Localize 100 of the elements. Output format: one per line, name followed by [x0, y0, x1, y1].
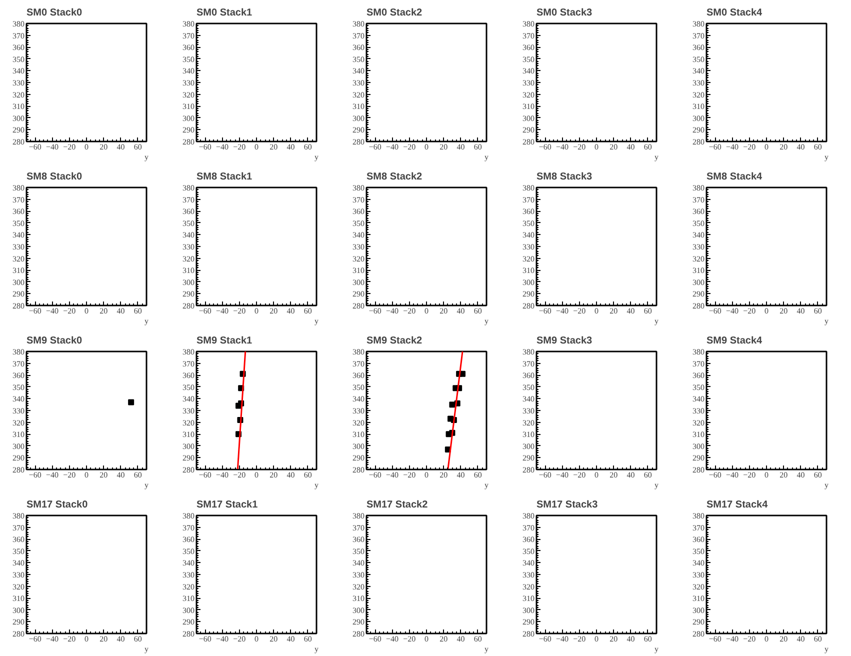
- y-tick-label: 370: [182, 195, 194, 204]
- x-tick-label: 20: [780, 634, 788, 644]
- y-tick-label: 350: [692, 546, 704, 556]
- y-tick-label: 360: [352, 207, 364, 216]
- y-tick-label: 350: [182, 54, 194, 64]
- x-tick-label: 40: [456, 634, 465, 644]
- y-tick-label: 320: [522, 90, 534, 100]
- y-tick-label: 280: [352, 630, 364, 638]
- y-tick-label: 370: [522, 31, 534, 40]
- x-tick-label: 20: [610, 306, 618, 316]
- y-tick-label: 300: [352, 606, 364, 615]
- chart-title: SM8 Stack0: [26, 172, 83, 182]
- y-tick-label: 350: [522, 218, 534, 228]
- y-tick-label: 360: [692, 207, 704, 216]
- y-tick-label: 340: [522, 66, 534, 76]
- x-axis-title: y: [824, 316, 828, 326]
- x-axis-title: y: [484, 152, 488, 162]
- x-tick-label: 20: [100, 142, 108, 152]
- x-tick-label: −20: [403, 634, 416, 644]
- y-tick-label: 300: [352, 442, 364, 451]
- y-tick-label: 320: [522, 418, 534, 428]
- y-tick-label: 380: [692, 20, 704, 28]
- y-tick-label: 290: [182, 126, 194, 135]
- x-tick-label: 20: [610, 634, 618, 644]
- chart-title: SM0 Stack2: [366, 8, 423, 18]
- y-tick-label: 330: [352, 242, 364, 252]
- x-axis-title: y: [654, 644, 658, 654]
- y-tick-label: 330: [522, 570, 534, 580]
- y-tick-label: 350: [352, 218, 364, 228]
- y-tick-label: 330: [182, 242, 194, 252]
- x-tick-label: −20: [403, 142, 416, 152]
- x-tick-label: 40: [626, 142, 635, 152]
- x-tick-label: 20: [270, 634, 278, 644]
- x-tick-label: 60: [134, 306, 142, 316]
- chart-title: SM17 Stack2: [366, 500, 428, 510]
- x-tick-label: 40: [796, 470, 805, 480]
- y-tick-label: 320: [352, 582, 364, 592]
- x-tick-label: 0: [424, 470, 428, 480]
- y-tick-label: 290: [352, 454, 364, 463]
- y-tick-label: 320: [12, 90, 24, 100]
- y-tick-label: 280: [692, 630, 704, 638]
- y-tick-label: 330: [352, 78, 364, 88]
- x-tick-label: 60: [644, 470, 652, 480]
- x-tick-label: −20: [403, 306, 416, 316]
- x-tick-label: −60: [28, 306, 42, 316]
- x-tick-label: 0: [84, 470, 88, 480]
- x-tick-label: −60: [198, 470, 212, 480]
- x-tick-label: 40: [796, 634, 805, 644]
- y-tick-label: 360: [692, 43, 704, 52]
- x-tick-label: 20: [270, 470, 278, 480]
- y-tick-label: 380: [12, 20, 24, 28]
- chart-title: SM17 Stack0: [26, 500, 88, 510]
- y-tick-label: 370: [692, 31, 704, 40]
- y-tick-label: 340: [692, 230, 704, 240]
- x-tick-label: 20: [100, 306, 108, 316]
- x-tick-label: −40: [216, 470, 228, 480]
- y-tick-label: 290: [692, 290, 704, 299]
- y-tick-label: 340: [352, 558, 364, 568]
- y-tick-label: 290: [522, 454, 534, 463]
- x-axis-title: y: [314, 316, 318, 326]
- x-tick-label: −40: [216, 634, 228, 644]
- y-tick-label: 310: [522, 594, 534, 604]
- y-tick-label: 380: [522, 348, 534, 356]
- x-tick-label: −60: [198, 634, 212, 644]
- chart-title: SM8 Stack2: [366, 172, 423, 182]
- x-tick-label: −20: [63, 470, 76, 480]
- x-tick-label: −60: [28, 634, 42, 644]
- y-tick-label: 360: [182, 43, 194, 52]
- y-tick-label: 300: [522, 606, 534, 615]
- y-tick-label: 290: [522, 126, 534, 135]
- x-tick-label: 20: [440, 306, 448, 316]
- y-tick-label: 310: [12, 594, 24, 604]
- y-tick-label: 370: [12, 195, 24, 204]
- x-tick-label: 60: [814, 142, 822, 152]
- y-tick-label: 340: [692, 66, 704, 76]
- x-tick-label: −60: [28, 142, 42, 152]
- x-tick-label: −20: [233, 306, 246, 316]
- y-tick-label: 330: [352, 406, 364, 416]
- y-tick-label: 340: [522, 394, 534, 404]
- x-tick-label: −20: [743, 634, 756, 644]
- y-tick-label: 350: [522, 546, 534, 556]
- y-tick-label: 370: [522, 523, 534, 532]
- x-tick-label: −20: [403, 470, 416, 480]
- y-tick-label: 300: [692, 606, 704, 615]
- y-tick-label: 280: [182, 466, 194, 474]
- y-tick-label: 340: [352, 66, 364, 76]
- y-tick-label: 380: [352, 20, 364, 28]
- x-axis-title: y: [144, 480, 148, 490]
- y-tick-label: 330: [692, 406, 704, 416]
- chart-title: SM0 Stack3: [536, 8, 593, 18]
- y-tick-label: 280: [182, 302, 194, 310]
- y-tick-label: 310: [692, 102, 704, 112]
- y-tick-label: 320: [692, 90, 704, 100]
- chart-title: SM17 Stack3: [536, 500, 598, 510]
- y-tick-label: 380: [12, 184, 24, 192]
- y-tick-label: 280: [522, 630, 534, 638]
- y-tick-label: 360: [12, 371, 24, 380]
- y-tick-label: 370: [12, 31, 24, 40]
- x-tick-label: 0: [594, 470, 598, 480]
- y-tick-label: 320: [352, 254, 364, 264]
